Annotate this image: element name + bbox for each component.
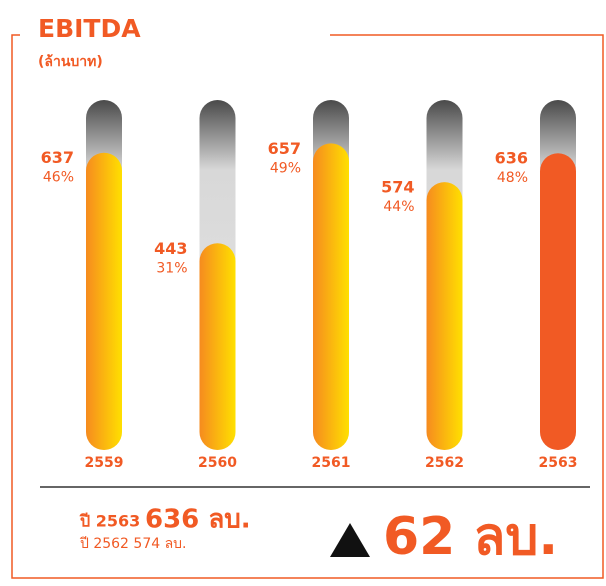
chart-title: EBITDA: [38, 14, 141, 43]
x-tick-label: 2559: [85, 455, 124, 471]
bar: [313, 143, 349, 450]
x-tick-label: 2563: [539, 455, 578, 471]
margin-label: 44%: [383, 199, 414, 215]
value-label: 574: [381, 178, 414, 197]
bar: [199, 243, 236, 450]
x-tick-label: 2560: [198, 455, 237, 471]
bar: [426, 182, 463, 450]
x-tick-label: 2562: [425, 455, 464, 471]
current-label: ปี 2563: [79, 512, 141, 531]
value-label: 443: [154, 239, 187, 258]
margin-label: 48%: [497, 170, 528, 186]
margin-label: 31%: [156, 260, 187, 276]
value-label: 637: [41, 148, 74, 167]
value-label: 636: [495, 149, 528, 168]
current-value: 636 ลบ.: [145, 505, 251, 535]
margin-label: 46%: [43, 170, 74, 186]
previous-value: ปี 2562 574 ลบ.: [80, 536, 187, 552]
value-label: 657: [268, 139, 301, 158]
change-value: 62 ลบ.: [383, 507, 558, 567]
chart-subtitle: (ล้านบาท): [38, 54, 103, 70]
up-arrow: [330, 523, 370, 557]
bar: [86, 152, 122, 450]
frame: [11, 34, 604, 579]
bar: [540, 153, 576, 450]
margin-label: 49%: [270, 160, 301, 176]
x-tick-label: 2561: [312, 455, 351, 471]
